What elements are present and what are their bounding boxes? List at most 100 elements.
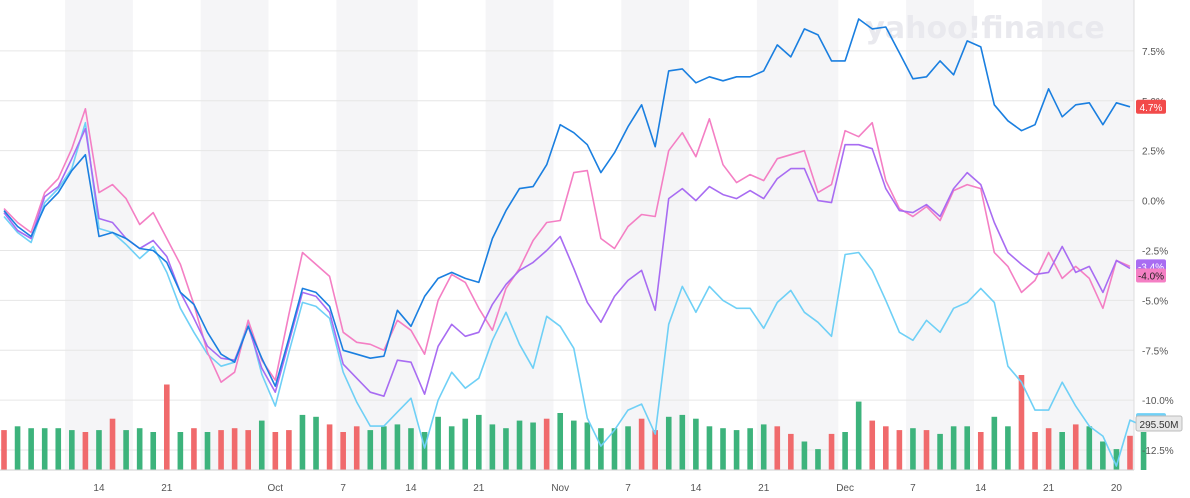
badge-dji: 4.7% bbox=[1136, 99, 1166, 114]
volume-bar bbox=[367, 430, 374, 470]
volume-bar bbox=[28, 428, 34, 470]
badge-label: -4.0% bbox=[1138, 271, 1164, 282]
weekday-band bbox=[689, 0, 757, 470]
volume-bar bbox=[82, 432, 89, 470]
volume-bar bbox=[489, 424, 496, 470]
series-line-rut bbox=[3, 108, 1131, 383]
volume-bar bbox=[1127, 435, 1133, 470]
volume-bar bbox=[760, 424, 767, 470]
x-axis: 14 21 Oct 7 14 21 Nov 7 14 21 Dec 7 14 21 20 bbox=[0, 469, 1134, 494]
volume-bar bbox=[245, 430, 251, 470]
volume-bar bbox=[462, 418, 469, 470]
volume-bar bbox=[665, 416, 672, 470]
volume-bar bbox=[41, 428, 48, 470]
y-tick-label: -2.5% bbox=[1142, 246, 1168, 257]
y-tick-label: -12.5% bbox=[1142, 446, 1174, 457]
volume-bar bbox=[326, 424, 333, 470]
weekday-band bbox=[417, 0, 486, 470]
volume-bar bbox=[679, 414, 686, 470]
y-tick-label: 2.5% bbox=[1142, 147, 1165, 158]
volume-bar bbox=[503, 428, 509, 470]
weekday-band bbox=[973, 0, 1042, 470]
series-lines bbox=[3, 18, 1144, 467]
volume-bar bbox=[557, 413, 564, 470]
volume-bar bbox=[55, 428, 62, 470]
volume-bar bbox=[299, 414, 306, 470]
volume-bar bbox=[272, 432, 279, 470]
volume-bar bbox=[258, 420, 265, 470]
volume-bar bbox=[1018, 375, 1025, 470]
volume-bar bbox=[788, 433, 794, 470]
weekday-band bbox=[553, 0, 622, 470]
badge-box bbox=[1136, 268, 1166, 283]
volume-bar bbox=[476, 414, 482, 470]
volume-bar bbox=[842, 432, 848, 470]
badge-rut: -4.0% bbox=[1136, 268, 1166, 283]
volume-bar bbox=[204, 432, 211, 470]
volume-bar bbox=[177, 432, 184, 470]
x-tick-label: 21 bbox=[161, 483, 173, 494]
x-tick-label: 7 bbox=[625, 483, 631, 494]
y-tick-label: -5.0% bbox=[1142, 296, 1168, 307]
volume-bar bbox=[720, 428, 726, 470]
y-tick-label: -7.5% bbox=[1142, 346, 1168, 357]
volume-bar bbox=[896, 430, 903, 470]
weekend-shading bbox=[0, 0, 1134, 470]
volume-bar bbox=[923, 430, 930, 470]
y-tick-label: 0.0% bbox=[1142, 197, 1165, 208]
x-tick-label: 21 bbox=[758, 483, 770, 494]
volume-bar bbox=[123, 430, 129, 470]
volume-bar bbox=[96, 430, 102, 470]
volume-bar bbox=[1032, 432, 1038, 470]
volume-bar bbox=[218, 430, 224, 470]
volume-bar bbox=[150, 432, 157, 470]
x-tick-label: 14 bbox=[975, 483, 987, 494]
volume-label: 295.50M bbox=[1140, 420, 1179, 431]
volume-bar bbox=[421, 432, 428, 470]
series-line-ixic bbox=[3, 121, 1144, 467]
volume-bar bbox=[937, 433, 943, 470]
volume-bar bbox=[448, 426, 455, 470]
volume-bar bbox=[652, 430, 658, 470]
volume-bar bbox=[1113, 449, 1120, 470]
volume-bar bbox=[584, 422, 591, 470]
volume-bar bbox=[828, 433, 835, 470]
volume-bar bbox=[855, 401, 862, 470]
volume-bar bbox=[706, 426, 713, 470]
series-line-dji bbox=[3, 18, 1131, 387]
volume-bar bbox=[801, 441, 808, 470]
x-tick-label: 7 bbox=[910, 483, 916, 494]
volume-bar bbox=[109, 418, 116, 470]
y-tick-label: -10.0% bbox=[1142, 396, 1174, 407]
x-tick-label: 14 bbox=[93, 483, 105, 494]
volume-bar bbox=[1059, 432, 1065, 470]
volume-bar bbox=[625, 426, 631, 470]
x-tick-label: 14 bbox=[690, 483, 702, 494]
volume-bar bbox=[774, 426, 781, 470]
volume-bar bbox=[693, 418, 699, 470]
weekday-band bbox=[268, 0, 337, 470]
volume-bar bbox=[910, 428, 916, 470]
volume-bar bbox=[231, 428, 238, 470]
volume-bar bbox=[14, 426, 21, 470]
series-line-gspc bbox=[3, 127, 1131, 397]
volume-bar bbox=[977, 432, 984, 470]
volume-bar bbox=[1086, 426, 1093, 470]
volume-bar bbox=[136, 428, 143, 470]
volume-bar bbox=[313, 416, 319, 470]
volume-bars bbox=[1, 375, 1147, 470]
y-tick-label: 7.5% bbox=[1142, 47, 1165, 58]
volume-bar bbox=[191, 428, 197, 470]
volume-bar bbox=[381, 426, 387, 470]
x-tick-label: 20 bbox=[1111, 483, 1123, 494]
volume-bar bbox=[638, 418, 645, 470]
weekday-band bbox=[838, 0, 907, 470]
x-tick-label: 7 bbox=[340, 483, 346, 494]
volume-bar bbox=[394, 424, 401, 470]
x-tick-label: Oct bbox=[268, 483, 284, 494]
volume-bar bbox=[1140, 432, 1147, 470]
volume-bar bbox=[1072, 424, 1079, 470]
volume-bar bbox=[598, 428, 604, 470]
volume-bar bbox=[950, 426, 957, 470]
volume-bar bbox=[747, 428, 753, 470]
